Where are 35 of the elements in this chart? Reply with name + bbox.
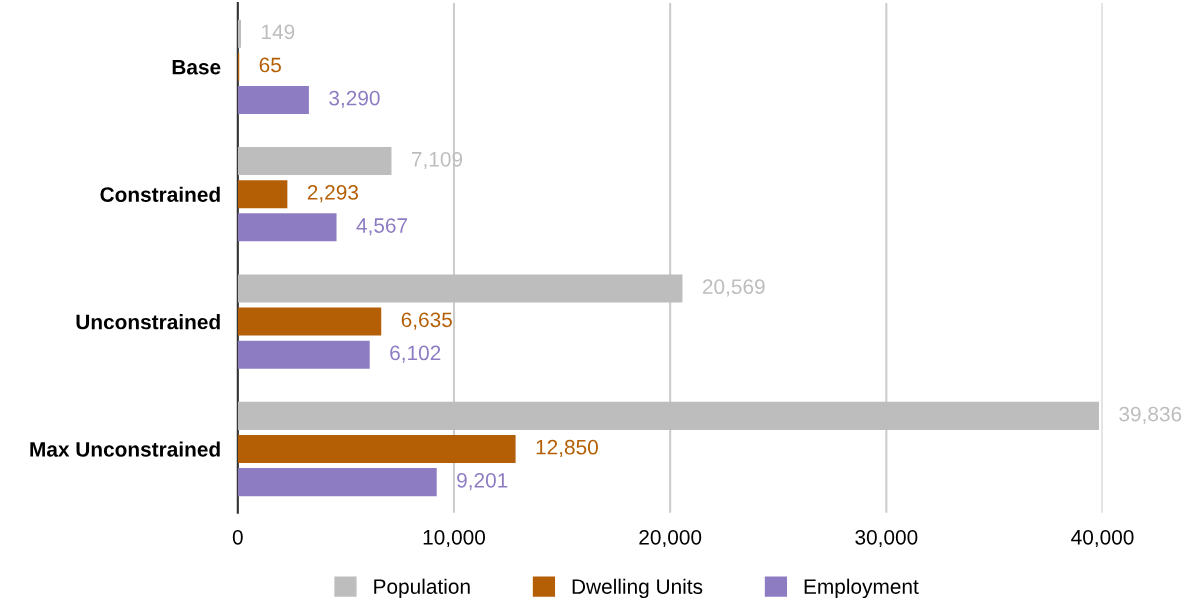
data-label: 9,201 <box>457 472 508 491</box>
data-label: 12,850 <box>536 439 598 458</box>
bar <box>237 434 516 463</box>
data-label: 3,290 <box>329 90 380 108</box>
x-tick-label: 0 <box>232 529 243 545</box>
data-label: 6,102 <box>390 345 441 363</box>
data-label: 2,293 <box>307 185 359 203</box>
bar <box>237 468 437 497</box>
bar <box>237 147 392 176</box>
bar <box>237 180 288 209</box>
data-label: 149 <box>262 24 295 40</box>
y-tick-label: Base <box>172 59 221 75</box>
x-tick-label: 40,000 <box>1071 529 1134 548</box>
x-tick-label: 10,000 <box>423 529 486 548</box>
y-tick-label: Unconstrained <box>76 314 220 330</box>
y-tick-label: Max Unconstrained <box>30 441 220 457</box>
bar <box>237 213 337 242</box>
data-label: 39,836 <box>1119 406 1182 424</box>
data-label: 20,569 <box>702 279 765 297</box>
y-tick-label: Constrained <box>100 186 220 202</box>
bar <box>237 19 242 48</box>
legend-label: Dwelling Units <box>572 578 703 599</box>
x-tick-label: 30,000 <box>855 529 918 548</box>
data-label: 6,635 <box>401 312 452 330</box>
bar <box>237 85 309 114</box>
bar <box>237 307 382 336</box>
bar <box>237 340 370 369</box>
legend-label: Employment <box>804 578 919 599</box>
data-label: 7,109 <box>411 151 463 170</box>
bar <box>237 274 683 303</box>
data-label: 4,567 <box>356 218 408 236</box>
legend-label: Population <box>374 578 470 599</box>
bar <box>237 401 1099 430</box>
data-label: 65 <box>259 57 281 73</box>
x-tick-label: 20,000 <box>639 529 702 548</box>
